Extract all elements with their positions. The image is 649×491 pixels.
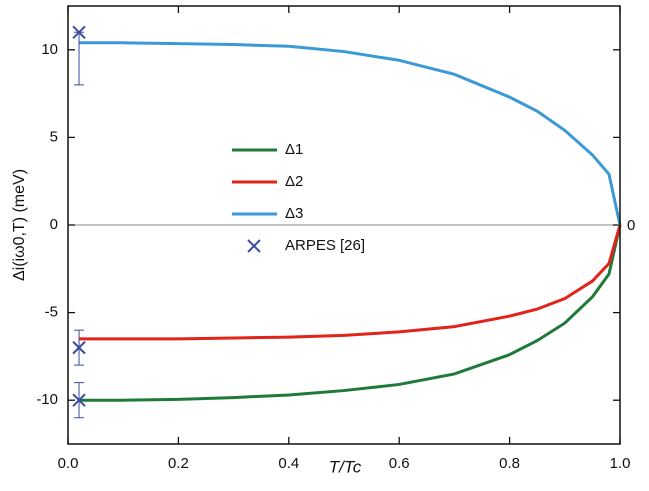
y-tick-label: -5 xyxy=(45,304,58,321)
x-tick-label: 0.4 xyxy=(278,455,299,472)
x-tick-label: 0.0 xyxy=(58,455,79,472)
legend-swatch xyxy=(247,239,261,253)
line-series xyxy=(79,224,622,341)
x-tick-label: 1.0 xyxy=(610,455,631,472)
error-bar xyxy=(74,31,85,86)
x-tick-label: 0.8 xyxy=(499,455,520,472)
y-tick-label: 10 xyxy=(41,41,58,58)
y-axis-label: Δi(iω0,T) (meV) xyxy=(11,169,28,281)
legend-label: ARPES [26] xyxy=(285,237,365,254)
marker xyxy=(72,340,86,355)
y-tick-label: 0 xyxy=(50,216,58,233)
line-series xyxy=(79,41,622,226)
x-tick-label: 0.2 xyxy=(168,455,189,472)
x-tick-label: 0.6 xyxy=(389,455,410,472)
annotation: 0 xyxy=(627,217,635,234)
y-tick-label: -10 xyxy=(36,391,58,408)
x-axis-label: T/Tc xyxy=(329,457,362,476)
marker xyxy=(72,25,86,39)
line-series xyxy=(79,224,622,402)
legend-label: Δ2 xyxy=(285,173,303,190)
y-tick-label: 5 xyxy=(50,128,58,145)
legend-label: Δ1 xyxy=(285,141,303,158)
legend-label: Δ3 xyxy=(285,205,303,222)
plot-frame xyxy=(67,5,621,445)
marker xyxy=(72,393,86,407)
